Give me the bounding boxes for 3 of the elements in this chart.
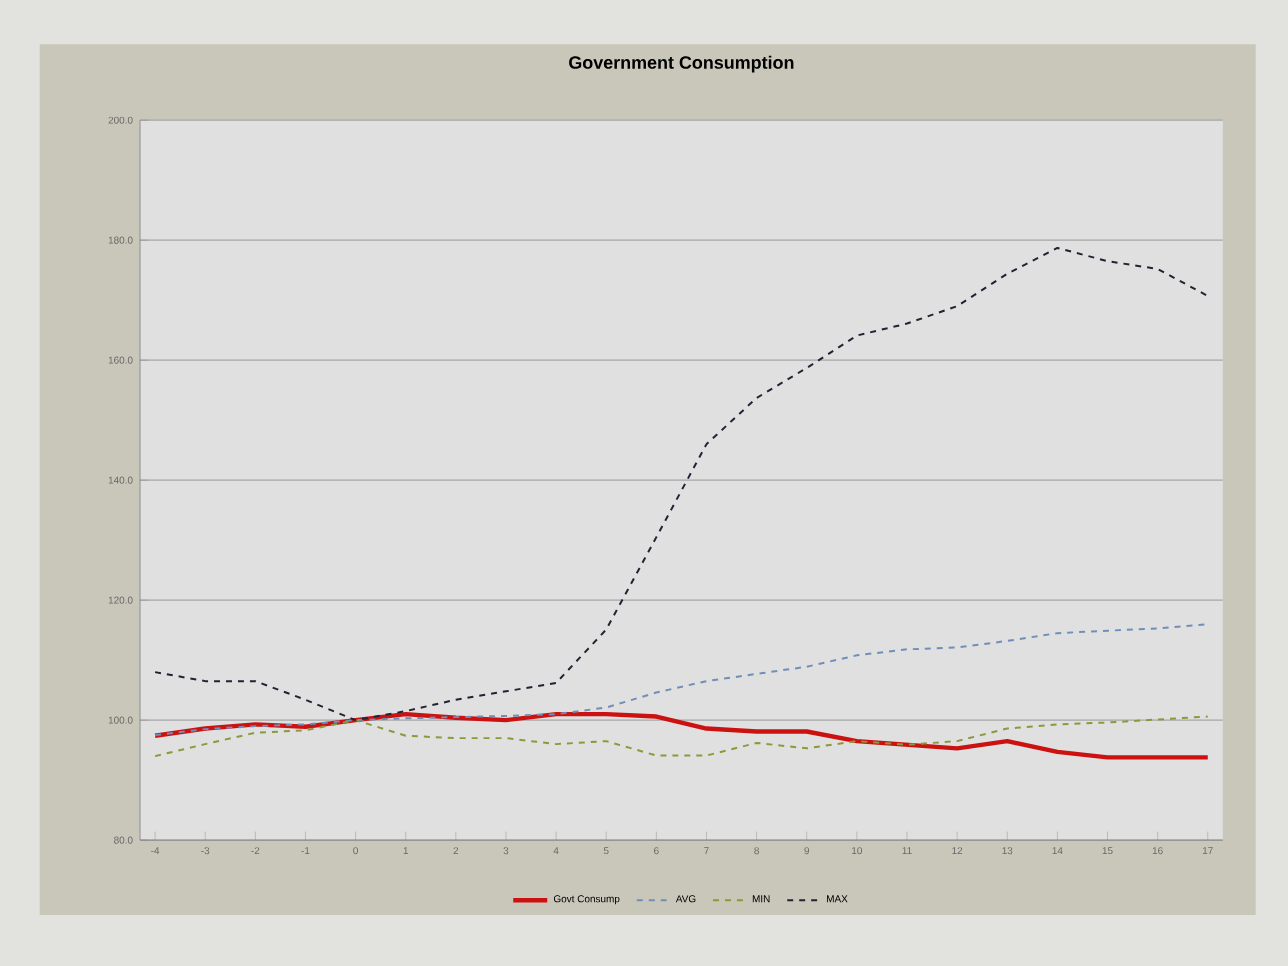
line-series — [154, 623, 1209, 737]
chart-title: Government Consumption — [569, 55, 794, 73]
line-series — [154, 246, 1209, 722]
